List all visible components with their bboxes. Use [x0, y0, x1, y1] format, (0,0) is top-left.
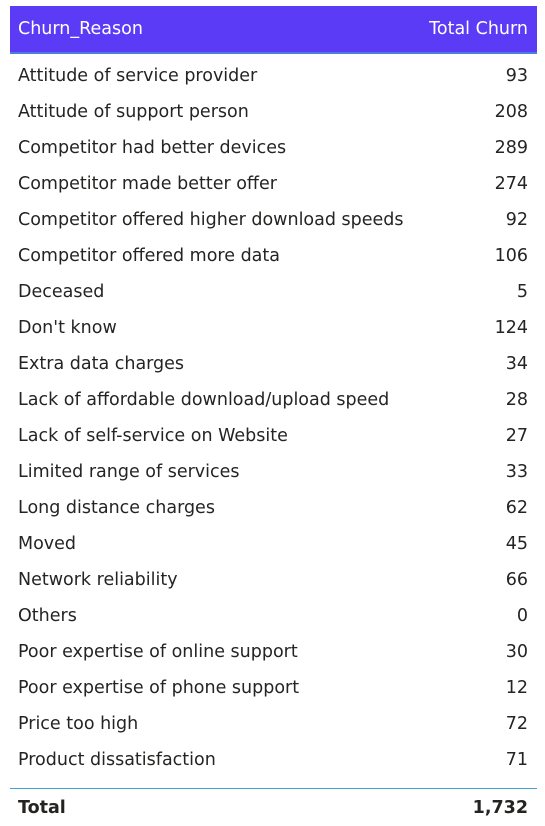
- cell-churn-reason: Others: [18, 606, 77, 626]
- churn-reason-table: Churn_Reason Total Churn Attitude of ser…: [10, 6, 537, 826]
- cell-total-churn: 34: [505, 354, 528, 374]
- cell-total-churn: 5: [516, 282, 528, 302]
- table-row[interactable]: Extra data charges 34: [10, 346, 537, 382]
- cell-churn-reason: Competitor offered more data: [18, 246, 280, 266]
- table-row[interactable]: Competitor made better offer 274: [10, 166, 537, 202]
- cell-churn-reason: Deceased: [18, 282, 105, 302]
- cell-total-churn: 208: [494, 102, 528, 122]
- cell-churn-reason: Limited range of services: [18, 462, 240, 482]
- cell-total-churn: 106: [494, 246, 528, 266]
- total-value: 1,732: [472, 797, 528, 818]
- table-row[interactable]: Lack of self-service on Website 27: [10, 418, 537, 454]
- table-row[interactable]: Price too high 72: [10, 706, 537, 742]
- table-row[interactable]: Limited range of services 33: [10, 454, 537, 490]
- cell-churn-reason: Product dissatisfaction: [18, 750, 216, 770]
- cell-churn-reason: Network reliability: [18, 570, 178, 590]
- table-row[interactable]: Product dissatisfaction 71: [10, 742, 537, 778]
- cell-churn-reason: Moved: [18, 534, 77, 554]
- cell-total-churn: 93: [505, 66, 528, 86]
- cell-total-churn: 45: [505, 534, 528, 554]
- table-row[interactable]: Others 0: [10, 598, 537, 634]
- cell-total-churn: 289: [494, 138, 528, 158]
- table-body: Attitude of service provider 93 Attitude o…: [10, 54, 537, 778]
- cell-total-churn: 27: [505, 426, 528, 446]
- cell-churn-reason: Extra data charges: [18, 354, 185, 374]
- cell-total-churn: 66: [505, 570, 528, 590]
- cell-total-churn: 274: [494, 174, 528, 194]
- table-row[interactable]: Poor expertise of phone support 12: [10, 670, 537, 706]
- table-row[interactable]: Competitor offered more data 106: [10, 238, 537, 274]
- cell-total-churn: 33: [505, 462, 528, 482]
- table-row[interactable]: Attitude of support person 208: [10, 94, 537, 130]
- cell-total-churn: 0: [516, 606, 528, 626]
- cell-total-churn: 124: [494, 318, 528, 338]
- table-header: Churn_Reason Total Churn: [10, 6, 537, 54]
- cell-churn-reason: Competitor offered higher download speed…: [18, 210, 404, 230]
- table-row[interactable]: Moved 45: [10, 526, 537, 562]
- cell-total-churn: 12: [505, 678, 528, 698]
- cell-total-churn: 92: [505, 210, 528, 230]
- cell-churn-reason: Price too high: [18, 714, 139, 734]
- cell-total-churn: 28: [505, 390, 528, 410]
- cell-churn-reason: Don't know: [18, 318, 117, 338]
- column-header-churn-reason[interactable]: Churn_Reason: [18, 19, 143, 39]
- cell-churn-reason: Poor expertise of online support: [18, 642, 298, 662]
- cell-total-churn: 30: [505, 642, 528, 662]
- cell-churn-reason: Lack of affordable download/upload speed: [18, 390, 390, 410]
- total-label: Total: [18, 797, 66, 818]
- cell-churn-reason: Attitude of support person: [18, 102, 249, 122]
- cell-churn-reason: Poor expertise of phone support: [18, 678, 300, 698]
- cell-churn-reason: Long distance charges: [18, 498, 215, 518]
- cell-total-churn: 62: [505, 498, 528, 518]
- cell-churn-reason: Attitude of service provider: [18, 66, 258, 86]
- column-header-total-churn[interactable]: Total Churn: [429, 19, 528, 39]
- table-row[interactable]: Competitor had better devices 289: [10, 130, 537, 166]
- cell-churn-reason: Lack of self-service on Website: [18, 426, 288, 446]
- table-row[interactable]: Lack of affordable download/upload speed…: [10, 382, 537, 418]
- table-row[interactable]: Don't know 124: [10, 310, 537, 346]
- table-row[interactable]: Network reliability 66: [10, 562, 537, 598]
- cell-total-churn: 71: [505, 750, 528, 770]
- table-row[interactable]: Attitude of service provider 93: [10, 58, 537, 94]
- table-row[interactable]: Poor expertise of online support 30: [10, 634, 537, 670]
- cell-churn-reason: Competitor had better devices: [18, 138, 287, 158]
- table-row[interactable]: Competitor offered higher download speed…: [10, 202, 537, 238]
- cell-churn-reason: Competitor made better offer: [18, 174, 277, 194]
- table-total-row: Total 1,732: [10, 788, 537, 826]
- table-row[interactable]: Deceased 5: [10, 274, 537, 310]
- table-row[interactable]: Long distance charges 62: [10, 490, 537, 526]
- cell-total-churn: 72: [505, 714, 528, 734]
